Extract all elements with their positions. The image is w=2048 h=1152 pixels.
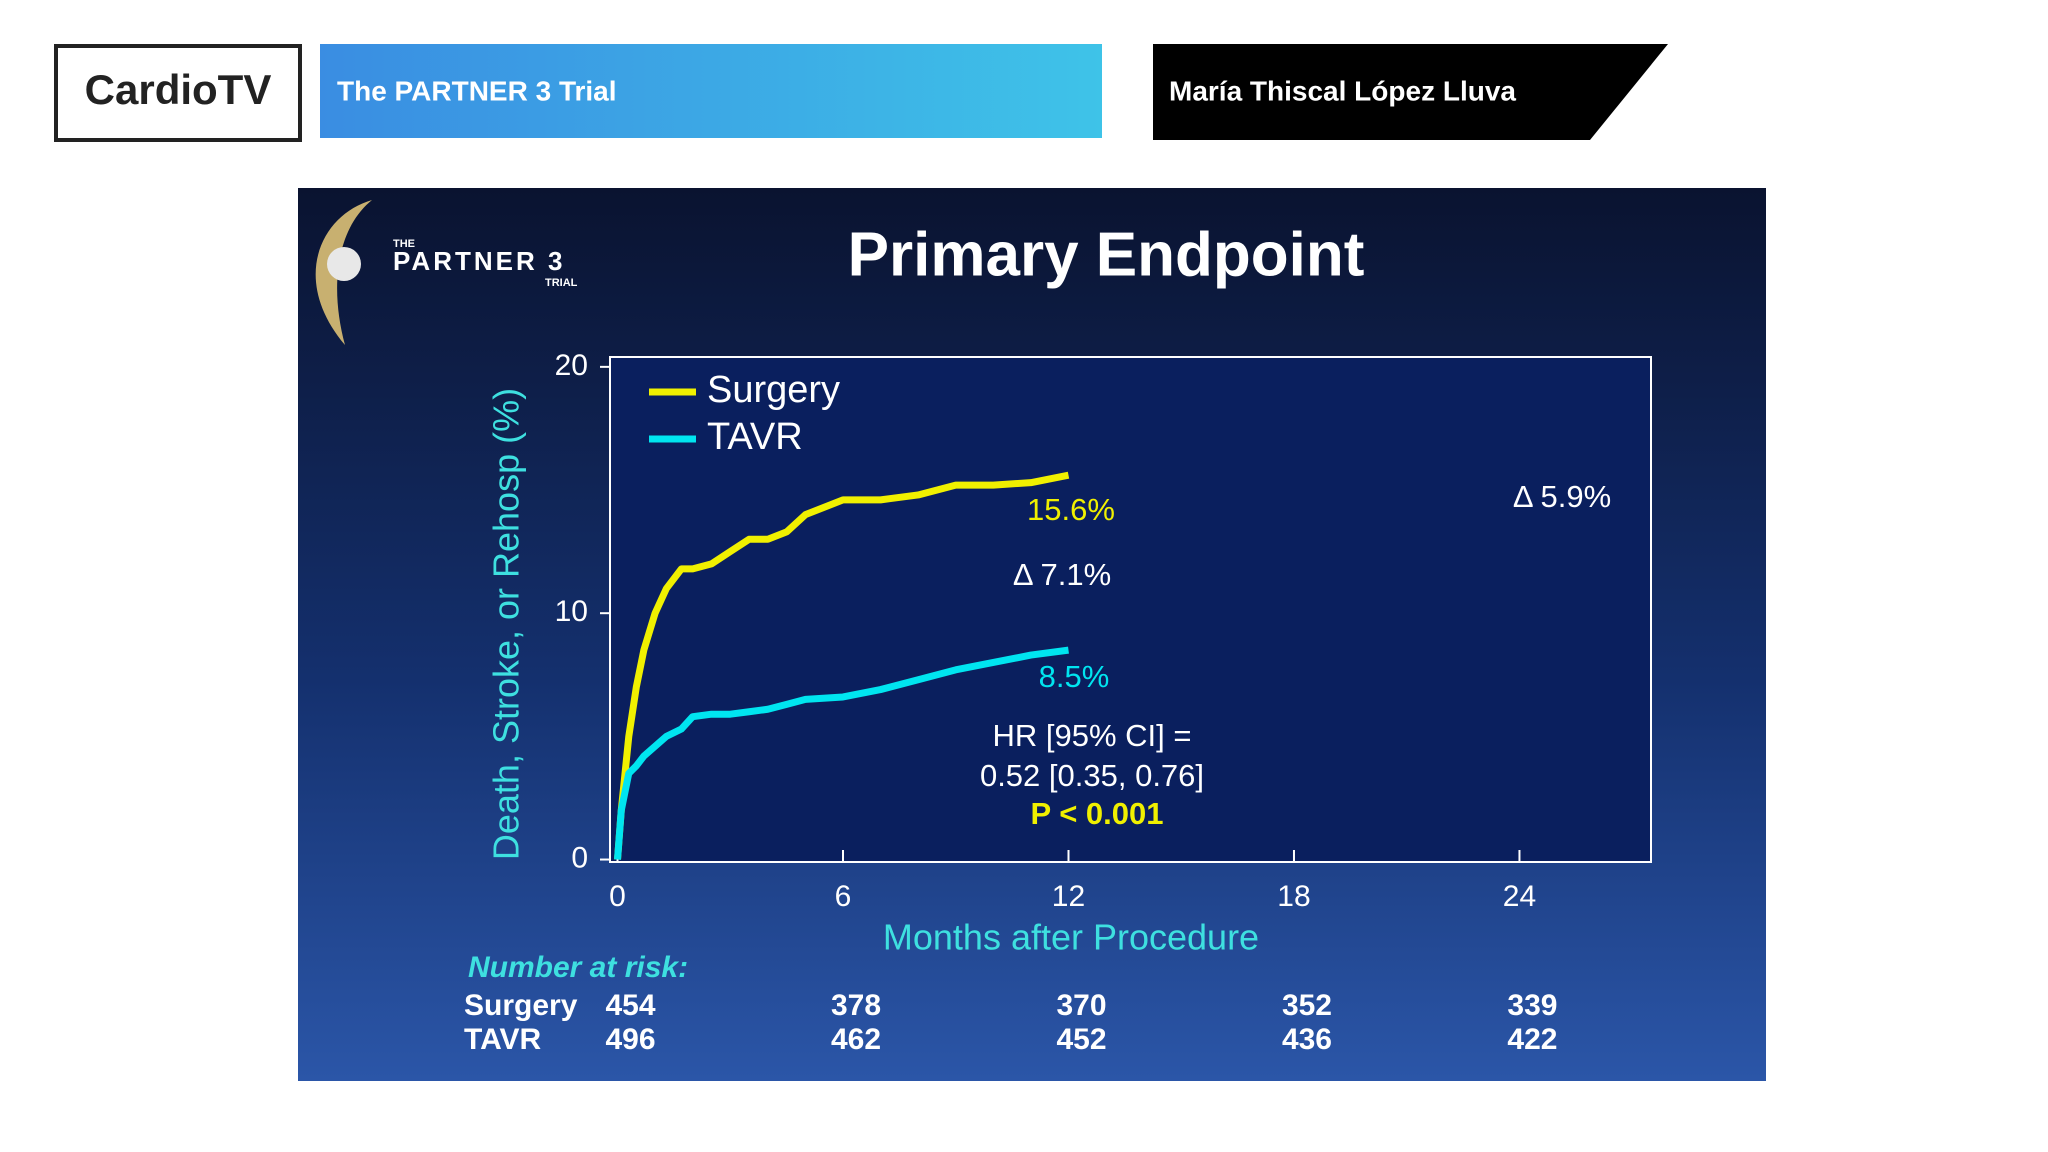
risk-count: 352: [1282, 989, 1332, 1022]
end-label: 15.6%: [1027, 492, 1115, 527]
logo-name: PARTNER 3: [393, 246, 565, 276]
annotation: Δ 5.9%: [1513, 479, 1611, 514]
risk-count: 452: [1056, 1023, 1106, 1056]
logo-circle: [327, 247, 361, 281]
risk-count: 436: [1282, 1023, 1332, 1056]
logo-small: THE: [393, 238, 415, 250]
risk-count: 496: [605, 1023, 655, 1056]
legend-label: Surgery: [707, 369, 840, 411]
title-bar: [320, 44, 1102, 138]
logo-sub: TRIAL: [545, 277, 578, 289]
y-tick-label: 20: [555, 349, 588, 382]
risk-count: 462: [831, 1023, 881, 1056]
speaker-box: [1153, 44, 1668, 140]
annotation: Δ 7.1%: [1013, 557, 1111, 592]
y-tick-label: 10: [555, 595, 588, 628]
y-tick-label: 0: [571, 841, 588, 874]
video-title: The PARTNER 3 Trial: [337, 75, 617, 106]
risk-count: 454: [605, 989, 655, 1022]
risk-title: Number at risk:: [468, 951, 688, 984]
brand: CardioTV: [85, 66, 272, 113]
x-tick-label: 0: [609, 880, 626, 913]
speaker: María Thiscal López Lluva: [1169, 75, 1516, 106]
chart-title: Primary Endpoint: [848, 220, 1365, 289]
annotation: 0.52 [0.35, 0.76]: [980, 758, 1204, 793]
logo-arc: [315, 200, 372, 345]
risk-row-name: Surgery: [464, 989, 578, 1022]
plot-area: [609, 356, 1652, 863]
series-line: [614, 471, 1070, 860]
legend-label: TAVR: [707, 416, 803, 458]
end-label: 8.5%: [1039, 659, 1110, 694]
annotation: HR [95% CI] =: [993, 718, 1192, 753]
risk-count: 370: [1056, 989, 1106, 1022]
series-line: [614, 646, 1069, 860]
brand-box: [54, 44, 302, 142]
risk-row-name: TAVR: [464, 1023, 542, 1056]
annotation: P < 0.001: [1030, 796, 1163, 831]
x-tick-label: 24: [1503, 880, 1536, 913]
x-tick-label: 6: [835, 880, 852, 913]
x-tick-label: 18: [1277, 880, 1310, 913]
risk-count: 339: [1507, 989, 1557, 1022]
x-tick-label: 12: [1052, 880, 1085, 913]
y-axis-label: Death, Stroke, or Rehosp (%): [486, 388, 527, 860]
x-axis-label: Months after Procedure: [883, 917, 1259, 958]
risk-count: 422: [1507, 1023, 1557, 1056]
risk-count: 378: [831, 989, 881, 1022]
